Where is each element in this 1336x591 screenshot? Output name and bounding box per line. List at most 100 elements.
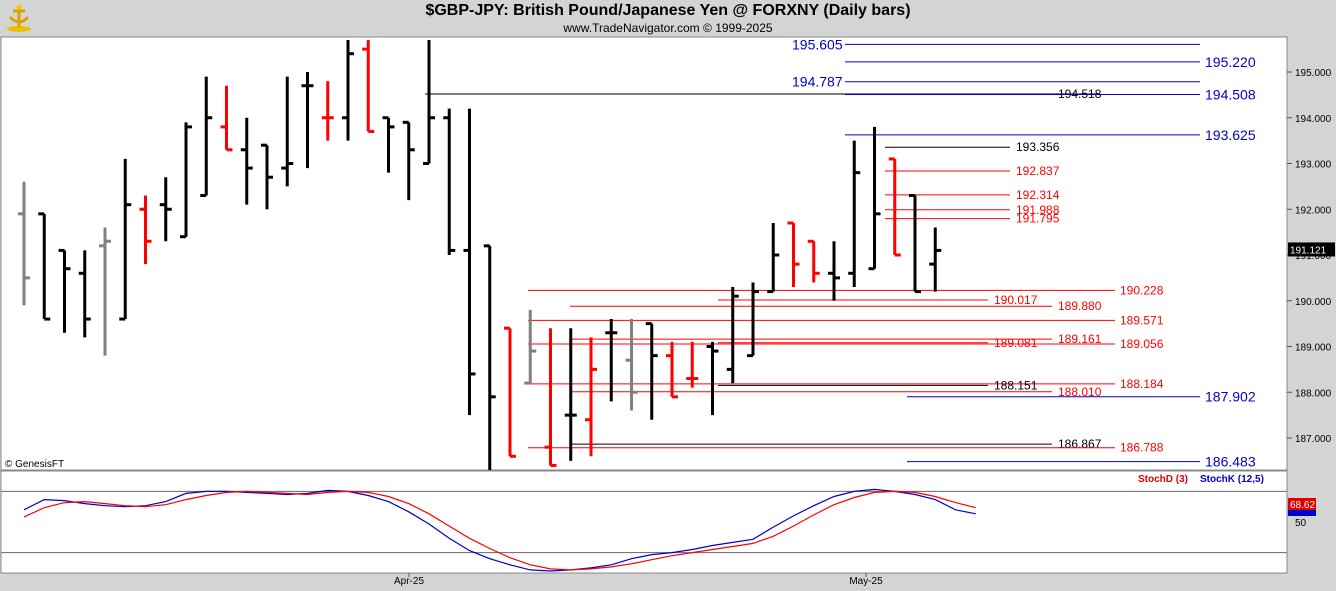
level-label: 188.010 bbox=[1058, 385, 1102, 399]
ohlc-bar bbox=[463, 108, 476, 416]
date-tick-label: May-25 bbox=[849, 576, 883, 587]
ohlc-bar bbox=[564, 328, 577, 461]
last-price-label: 191.121 bbox=[1290, 245, 1327, 256]
ohlc-bar bbox=[686, 341, 699, 388]
level-label: 188.184 bbox=[1120, 377, 1164, 391]
price-tick-label: 189.000 bbox=[1295, 343, 1332, 354]
level-label: 193.625 bbox=[1205, 127, 1256, 143]
price-tick-label: 188.000 bbox=[1295, 388, 1332, 399]
last-price-tag bbox=[1288, 242, 1335, 257]
ohlc-bar bbox=[909, 194, 921, 294]
ohlc-bar bbox=[524, 309, 537, 385]
trade-navigator-logo-icon bbox=[4, 3, 34, 33]
price-tick-label: 192.000 bbox=[1295, 205, 1332, 216]
level-label: 191.795 bbox=[1016, 212, 1060, 226]
ohlc-bar bbox=[18, 181, 30, 306]
ohlc-bar bbox=[423, 39, 435, 165]
price-tick-label: 195.000 bbox=[1295, 68, 1332, 79]
ohlc-bar bbox=[261, 143, 273, 210]
ohlc-bar bbox=[605, 319, 618, 402]
stoch-d-value: 68.62 bbox=[1290, 500, 1315, 511]
ohlc-bar bbox=[301, 72, 314, 169]
price-bars bbox=[18, 39, 942, 471]
stoch-line bbox=[23, 488, 976, 572]
level-label: 186.483 bbox=[1205, 454, 1256, 470]
price-tick-label: 193.000 bbox=[1295, 160, 1332, 171]
ohlc-bar bbox=[666, 341, 678, 399]
ohlc-bar bbox=[38, 212, 51, 321]
level-label: 189.081 bbox=[994, 336, 1038, 350]
level-label: 189.056 bbox=[1120, 337, 1164, 351]
ohlc-bar bbox=[342, 39, 354, 141]
level-label: 190.017 bbox=[994, 293, 1038, 307]
ohlc-bar bbox=[321, 81, 334, 141]
price-axis: 187.000 188.000 189.000 190.000 191.000 192.0… bbox=[1287, 68, 1335, 445]
ohlc-bar bbox=[888, 157, 901, 257]
level-label: 191.988 bbox=[1016, 203, 1060, 217]
ohlc-bar bbox=[504, 326, 516, 458]
stoch-k-tag bbox=[1288, 510, 1316, 516]
ohlc-bar bbox=[180, 122, 192, 239]
ohlc-bar bbox=[240, 117, 253, 205]
ohlc-bar bbox=[585, 337, 597, 457]
ohlc-bar bbox=[483, 244, 496, 471]
chart-header: $GBP-JPY: British Pound/Japanese Yen @ F… bbox=[0, 0, 1336, 37]
stoch-panel-background bbox=[0, 470, 1288, 574]
level-label: 194.508 bbox=[1205, 87, 1256, 103]
ohlc-bar bbox=[281, 76, 294, 187]
level-label: 192.314 bbox=[1016, 188, 1060, 202]
price-tick-label: 191.000 bbox=[1295, 251, 1332, 262]
level-label: 186.788 bbox=[1120, 441, 1164, 455]
level-label: 188.151 bbox=[994, 378, 1038, 392]
ohlc-bar bbox=[443, 108, 456, 255]
ohlc-bar bbox=[828, 241, 840, 301]
price-tick-label: 194.000 bbox=[1295, 114, 1332, 125]
date-tick-label: Apr-25 bbox=[394, 576, 424, 587]
ohlc-bar bbox=[625, 319, 638, 411]
ohlc-bar bbox=[767, 222, 780, 294]
ohlc-bar bbox=[119, 158, 132, 321]
price-panel-background bbox=[0, 36, 1288, 471]
chart-subtitle: www.TradeNavigator.com © 1999-2025 bbox=[563, 21, 773, 35]
level-label: 194.787 bbox=[792, 74, 843, 90]
level-label: 190.228 bbox=[1120, 283, 1164, 297]
level-label: 186.867 bbox=[1058, 437, 1102, 451]
chart-title: $GBP-JPY: British Pound/Japanese Yen @ F… bbox=[425, 2, 911, 19]
level-label: 193.356 bbox=[1016, 140, 1060, 154]
ohlc-bar bbox=[402, 120, 415, 201]
date-axis: Apr-25 May-25 bbox=[394, 573, 883, 587]
ohlc-bar bbox=[929, 227, 942, 292]
ohlc-bar bbox=[807, 239, 820, 283]
ohlc-bar bbox=[200, 76, 213, 198]
level-label: 195.605 bbox=[792, 36, 843, 52]
level-label: 189.161 bbox=[1058, 332, 1102, 346]
ohlc-bar bbox=[220, 85, 233, 152]
stoch-legend-k: StochK (12,5) bbox=[1200, 474, 1264, 485]
ohlc-bar bbox=[78, 250, 91, 338]
price-tick-label: 187.000 bbox=[1295, 434, 1332, 445]
level-label: 187.902 bbox=[1205, 389, 1256, 405]
ohlc-bar bbox=[726, 287, 739, 384]
ohlc-bar bbox=[706, 341, 719, 416]
ohlc-bar bbox=[544, 328, 557, 467]
stoch-d-tag bbox=[1288, 498, 1316, 510]
copyright-label: © GenesisFT bbox=[5, 459, 64, 470]
level-label: 189.571 bbox=[1120, 313, 1164, 327]
level-label: 189.880 bbox=[1058, 299, 1102, 313]
ohlc-bar bbox=[747, 282, 759, 358]
ohlc-bar bbox=[99, 227, 111, 356]
stoch-line bbox=[23, 490, 976, 571]
ohlc-bar bbox=[848, 140, 861, 288]
ohlc-bar bbox=[159, 177, 172, 242]
ohlc-bar bbox=[382, 116, 395, 173]
stochastic-panel: 50 StochD (3) StochK (12,5) 68.62 bbox=[1, 474, 1316, 572]
ohlc-bar bbox=[645, 322, 658, 420]
level-label: 195.220 bbox=[1205, 54, 1256, 70]
price-tick-label: 190.000 bbox=[1295, 297, 1332, 308]
ohlc-bar bbox=[787, 221, 800, 288]
ohlc-bar bbox=[362, 39, 375, 133]
stoch-legend-d: StochD (3) bbox=[1138, 474, 1188, 485]
stoch-tick-label: 50 bbox=[1295, 518, 1307, 529]
